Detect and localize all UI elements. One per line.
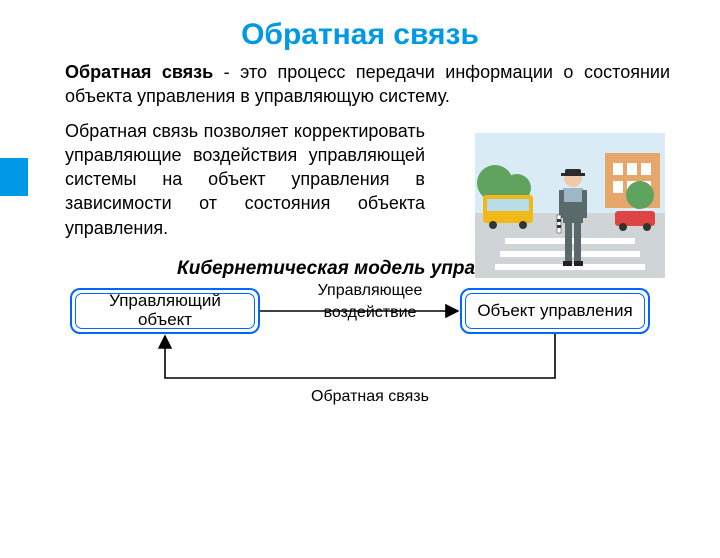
controller-node: Управляющий объект [70, 288, 260, 334]
cybernetic-model-diagram: Управляющий объект Объект управления Упр… [60, 288, 660, 448]
definition-paragraph: Обратная связь - это процесс передачи ин… [65, 60, 670, 109]
controller-node-label: Управляющий объект [75, 293, 255, 329]
object-node-label: Объект управления [465, 293, 645, 329]
explanation-paragraph: Обратная связь позволяет корректировать … [65, 119, 425, 240]
forward-edge-label-line1: Управляющее [290, 282, 450, 300]
slide-title: Обратная связь [0, 18, 720, 52]
feedback-edge-label: Обратная связь [290, 388, 450, 406]
slide-accent-bar [0, 158, 28, 196]
forward-edge-label-line2: воздействие [290, 304, 450, 322]
definition-term: Обратная связь [65, 62, 213, 82]
forward-edge-label: Управляющее воздействие [290, 282, 450, 322]
object-node: Объект управления [460, 288, 650, 334]
traffic-officer-illustration [475, 133, 665, 278]
